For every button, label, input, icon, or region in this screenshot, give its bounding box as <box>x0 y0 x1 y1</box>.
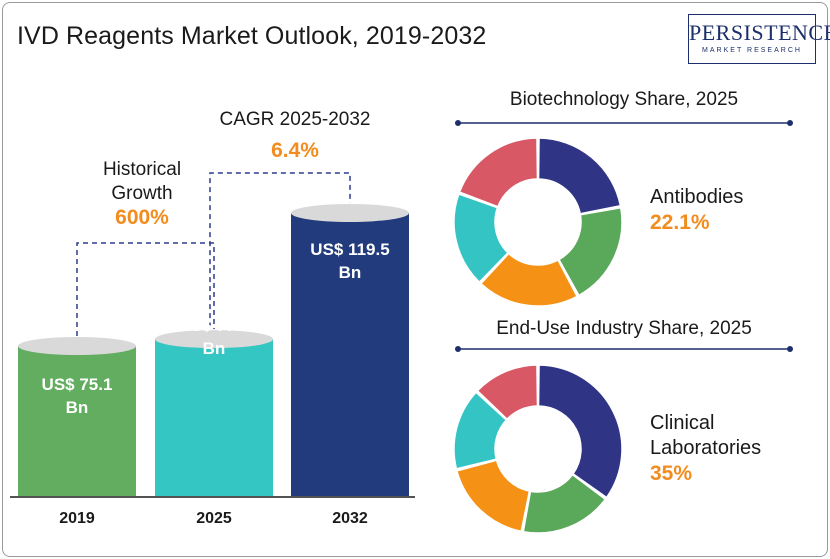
bar-cap-2032 <box>291 204 409 222</box>
bar-value-2019-amount: US$ 75.1 <box>41 375 113 394</box>
biotech-highlight-value: 22.1% <box>650 211 710 234</box>
enduse-title-rule-dot-left <box>455 346 461 352</box>
enduse-donut-slice-orange <box>455 459 531 533</box>
biotech-title-rule-dot-right <box>787 120 793 126</box>
cagr-value: 6.4% <box>271 139 319 162</box>
bar-value-label-2032: US$ 119.5 Bn <box>291 238 409 284</box>
biotech-donut-slice-teal <box>453 193 510 284</box>
bar-2025 <box>155 339 273 496</box>
enduse-highlight-label-line2: Laboratories <box>650 437 762 459</box>
biotech-donut-slice-navy <box>537 137 622 215</box>
enduse-title-rule-dot-right <box>787 346 793 352</box>
historical-label-line2: Growth <box>111 183 173 204</box>
enduse-donut-slice-red <box>476 364 539 421</box>
enduse-highlight-label-line1: Clinical <box>650 412 715 434</box>
bar-cap-2025 <box>155 330 273 349</box>
bar-value-label-2025: US$ 77.4 Bn <box>155 314 273 360</box>
cagr-connector <box>209 172 351 328</box>
bar-value-2032-unit: Bn <box>338 263 362 282</box>
enduse-donut-slice-teal <box>453 391 508 470</box>
historical-growth-connector <box>76 242 215 336</box>
bar-2019 <box>18 346 136 496</box>
enduse-donut-slice-navy <box>537 364 623 499</box>
biotech-donut-slice-red <box>458 137 539 208</box>
bar-value-2025-unit: Bn <box>202 339 226 358</box>
biotech-donut-title: Biotechnology Share, 2025 <box>509 89 739 110</box>
bar-value-2019-unit: Bn <box>65 398 89 417</box>
biotech-highlight-label: Antibodies <box>650 186 744 208</box>
logo-tagline: MARKET RESEARCH <box>702 47 802 54</box>
biotech-donut-slice-orange <box>479 252 579 307</box>
enduse-donut-title: End-Use Industry Share, 2025 <box>496 318 752 339</box>
bar-value-2025-amount: US$ 77.4 <box>178 316 250 335</box>
cagr-label: CAGR 2025-2032 <box>219 109 371 130</box>
x-tick-2032: 2032 <box>332 510 368 527</box>
enduse-highlight-value: 35% <box>650 462 693 485</box>
biotech-highlight: Antibodies 22.1% <box>650 185 743 235</box>
historical-growth-annotation: Historical Growth 600% <box>82 158 202 230</box>
biotech-title-rule-dot-left <box>455 120 461 126</box>
x-tick-2019: 2019 <box>59 510 95 527</box>
bar-value-2032-amount: US$ 119.5 <box>310 240 390 259</box>
x-tick-2025: 2025 <box>196 510 232 527</box>
enduse-donut-slice-green <box>522 473 607 534</box>
historical-growth-value: 600% <box>115 206 169 229</box>
logo-wordmark: PERSISTENCE <box>689 20 830 45</box>
biotech-donut-slice-green <box>557 206 623 297</box>
historical-label-line1: Historical <box>102 159 182 180</box>
bar-cap-2019 <box>18 337 136 355</box>
brand-logo[interactable]: PERSISTENCE MARKET RESEARCH <box>688 14 830 64</box>
bar-2032 <box>291 213 409 496</box>
page-title: IVD Reagents Market Outlook, 2019-2032 <box>17 22 487 50</box>
enduse-highlight: Clinical Laboratories 35% <box>650 411 761 486</box>
bar-value-label-2019: US$ 75.1 Bn <box>18 373 136 419</box>
cagr-annotation: CAGR 2025-2032 6.4% <box>200 108 390 163</box>
